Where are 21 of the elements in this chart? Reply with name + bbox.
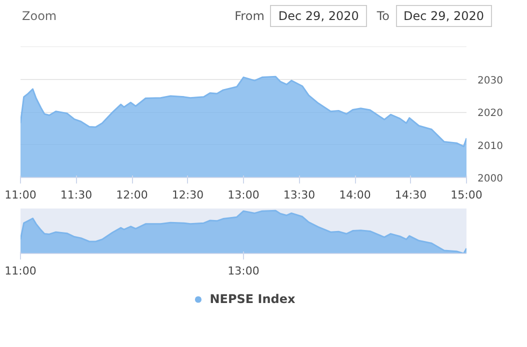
- x-tick-label: 11:00: [4, 188, 36, 202]
- text: Dec 29, 2020: [270, 5, 367, 27]
- y-tick-label: 2010: [478, 140, 503, 152]
- x-tick-label: 11:00: [4, 264, 36, 278]
- x-tick-label: 12:30: [172, 188, 204, 202]
- text: From: [234, 9, 264, 23]
- y-tick-label: 2030: [478, 75, 503, 86]
- y-tick-label: 2000: [478, 174, 503, 184]
- x-tick-label: 15:00: [450, 188, 482, 202]
- text: Zoom: [22, 8, 57, 25]
- x-tick-label: 11:30: [60, 188, 92, 202]
- x-tick-label: 13:00: [228, 188, 260, 202]
- x-tick-label: 14:00: [339, 188, 371, 202]
- x-tick-label: 13:00: [228, 264, 260, 278]
- x-tick-label: 12:00: [116, 188, 148, 202]
- x-tick-label: 14:30: [394, 188, 427, 202]
- legend-label: NEPSE Index: [210, 292, 296, 306]
- x-tick-label: 13:30: [283, 188, 316, 202]
- text: To: [376, 9, 390, 23]
- y-tick-label: 2020: [478, 108, 503, 119]
- text: Dec 29, 2020: [396, 5, 492, 27]
